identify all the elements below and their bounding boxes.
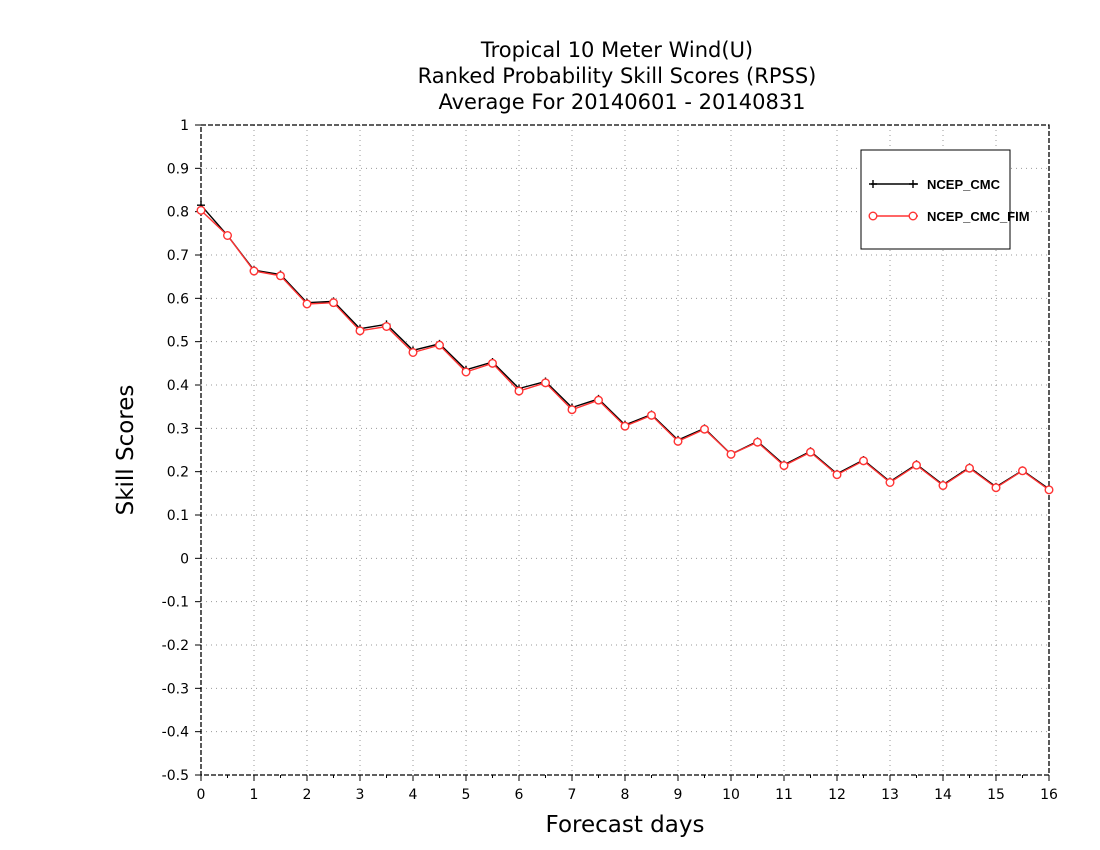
y-tick-label: 0.5 [167, 335, 189, 351]
data-point [276, 271, 286, 281]
data-point [408, 348, 418, 358]
data-point [541, 378, 551, 388]
y-tick-label: 0.1 [167, 508, 189, 524]
x-tick-label: 1 [250, 787, 259, 803]
data-point [753, 437, 763, 447]
x-axis-ticks: 0 1 2 3 4 5 6 7 8 9 10 11 12 13 14 15 16 [197, 775, 1058, 803]
y-tick-label: 0.7 [167, 248, 189, 264]
data-point [1044, 485, 1054, 495]
x-tick-label: 8 [621, 787, 630, 803]
y-tick-label: 0.8 [167, 205, 189, 221]
x-tick-label: 9 [674, 787, 683, 803]
data-point [329, 298, 339, 308]
data-point [196, 205, 206, 215]
data-point [700, 424, 710, 434]
legend-marker [869, 180, 877, 188]
x-tick-label: 3 [356, 787, 365, 803]
y-tick-label: -0.1 [162, 595, 189, 611]
y-tick-label: 0.3 [167, 421, 189, 437]
data-point [938, 481, 948, 491]
data-point [488, 358, 498, 368]
data-point [779, 461, 789, 471]
legend-marker [868, 211, 878, 221]
y-tick-label: 0.9 [167, 161, 189, 177]
data-point [567, 405, 577, 415]
chart-title-line-3: Average For 20140601 - 20140831 [438, 90, 805, 114]
data-point [647, 410, 657, 420]
y-tick-label: -0.4 [162, 725, 189, 741]
x-tick-label: 12 [828, 787, 846, 803]
data-point [222, 230, 232, 240]
x-tick-label: 6 [515, 787, 524, 803]
y-tick-label: -0.3 [162, 681, 189, 697]
x-tick-label: 7 [568, 787, 577, 803]
x-tick-label: 15 [987, 787, 1005, 803]
x-axis-label: Forecast days [546, 812, 705, 838]
data-point [912, 460, 922, 470]
data-point [435, 340, 445, 350]
legend-marker [908, 211, 918, 221]
y-tick-label: -0.2 [162, 638, 189, 654]
data-point [885, 478, 895, 488]
data-point [382, 322, 392, 332]
data-point [620, 421, 630, 431]
x-tick-label: 11 [775, 787, 793, 803]
x-tick-label: 14 [934, 787, 952, 803]
y-tick-label: 0 [180, 551, 189, 567]
y-tick-label: 0.4 [167, 378, 189, 394]
data-point [461, 367, 471, 377]
y-tick-label: -0.5 [162, 768, 189, 784]
series-layer [196, 201, 1054, 495]
legend-box [860, 149, 1011, 250]
data-point [594, 395, 604, 405]
chart-title-line-2: Ranked Probability Skill Scores (RPSS) [418, 64, 817, 88]
legend-label: NCEP_CMC [927, 177, 1001, 192]
data-point [832, 470, 842, 480]
y-axis-ticks: -0.5 -0.4 -0.3 -0.2 -0.1 0 0.1 0.2 0.3 0.4 0.5 0.6 0… [162, 118, 201, 784]
data-point [859, 456, 869, 466]
x-tick-label: 16 [1040, 787, 1058, 803]
x-tick-label: 4 [409, 787, 418, 803]
y-tick-label: 0.2 [167, 465, 189, 481]
data-point [965, 463, 975, 473]
data-point [1018, 466, 1028, 476]
x-tick-label: 2 [303, 787, 312, 803]
x-tick-label: 10 [722, 787, 740, 803]
data-point [249, 266, 259, 276]
legend-label: NCEP_CMC_FIM [927, 209, 1030, 224]
data-point [726, 449, 736, 459]
series-ncep-cmc-fim [196, 205, 1054, 495]
data-point [355, 326, 365, 336]
data-point [806, 447, 816, 457]
legend: NCEP_CMC NCEP_CMC_FIM [860, 149, 1030, 250]
chart-title-line-1: Tropical 10 Meter Wind(U) [480, 38, 753, 62]
x-tick-label: 13 [881, 787, 899, 803]
data-point [514, 386, 524, 396]
data-point [991, 483, 1001, 493]
x-tick-label: 0 [197, 787, 206, 803]
x-tick-label: 5 [462, 787, 471, 803]
y-axis-label: Skill Scores [113, 385, 139, 516]
legend-marker [909, 180, 917, 188]
data-point [302, 299, 312, 309]
y-tick-label: 1 [180, 118, 189, 134]
y-tick-label: 0.6 [167, 291, 189, 307]
data-point [673, 436, 683, 446]
